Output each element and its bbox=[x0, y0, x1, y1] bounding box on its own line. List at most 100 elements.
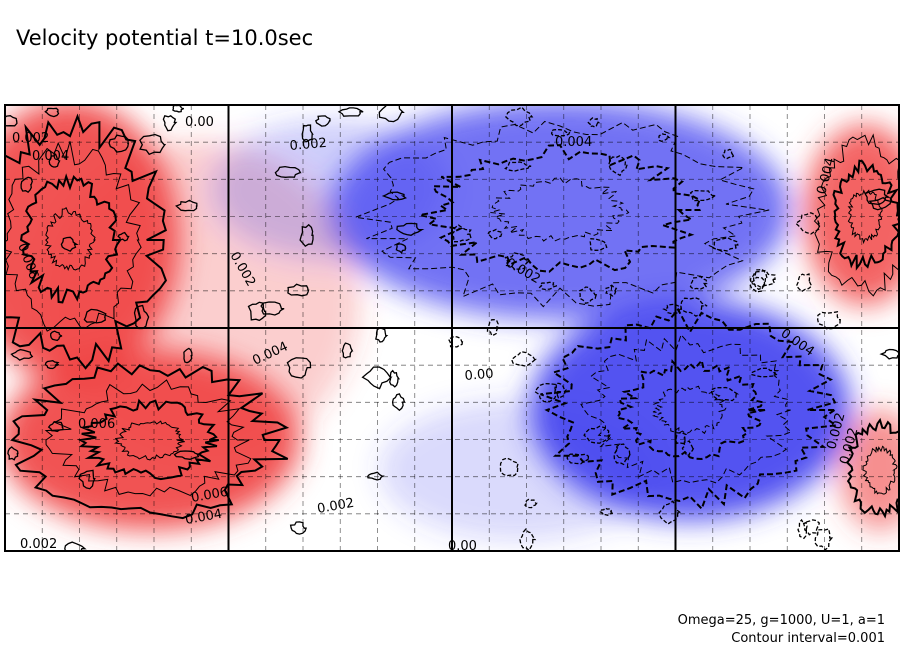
contour-line bbox=[361, 366, 393, 390]
contour-line bbox=[77, 398, 219, 481]
contour-line bbox=[534, 382, 562, 403]
contour-line bbox=[48, 153, 61, 168]
contour-line bbox=[20, 176, 33, 194]
contour-line bbox=[60, 236, 79, 253]
contour-line bbox=[587, 117, 601, 128]
contour-line bbox=[7, 446, 19, 461]
contour-line bbox=[749, 269, 776, 288]
parameters-note: Omega=25, g=1000, U=1, a=1 bbox=[677, 613, 885, 628]
contour-line bbox=[832, 159, 899, 271]
contour-line bbox=[505, 106, 534, 127]
contour-line bbox=[419, 144, 701, 273]
contour-line bbox=[566, 453, 591, 465]
contour-label: 0.006 bbox=[78, 417, 115, 432]
contour-line bbox=[381, 191, 408, 201]
contour-line bbox=[10, 348, 34, 361]
contour-line bbox=[451, 224, 472, 243]
contour-line bbox=[813, 133, 899, 297]
contour-line bbox=[486, 319, 499, 337]
contour-line bbox=[589, 237, 608, 251]
contour-line bbox=[175, 199, 198, 212]
contour-line bbox=[689, 275, 708, 291]
contour-line bbox=[396, 222, 425, 236]
contour-line bbox=[10, 362, 290, 520]
contour-line bbox=[260, 301, 285, 316]
contour-line bbox=[652, 385, 727, 435]
contour-line bbox=[337, 107, 364, 117]
contour-line bbox=[353, 120, 770, 308]
contour-line bbox=[868, 196, 892, 211]
contour-line bbox=[375, 327, 389, 343]
contour-line bbox=[847, 189, 883, 245]
contour-line bbox=[749, 276, 766, 293]
contour-line bbox=[615, 358, 766, 461]
contour-lines bbox=[5, 105, 899, 551]
contour-label: 0.002 bbox=[316, 496, 355, 517]
contour-line bbox=[162, 115, 178, 132]
contour-line bbox=[680, 297, 708, 317]
contour-line bbox=[750, 367, 780, 378]
contour-label: 0.006 bbox=[190, 485, 229, 506]
contour-line bbox=[289, 521, 308, 535]
contour-line bbox=[391, 393, 406, 412]
field-halo bbox=[210, 120, 450, 260]
contour-line bbox=[172, 105, 185, 113]
contour-line bbox=[83, 308, 107, 324]
contour-line bbox=[173, 450, 200, 460]
contour-line bbox=[797, 518, 808, 540]
contour-line bbox=[538, 281, 558, 291]
contour-line bbox=[504, 161, 532, 172]
contour-line bbox=[287, 283, 310, 297]
contour-line bbox=[299, 223, 314, 248]
contour-line bbox=[553, 382, 567, 400]
contour-line bbox=[519, 528, 537, 551]
contour-line bbox=[487, 228, 503, 240]
contour-line bbox=[608, 155, 629, 177]
contour-interval-note: Contour interval=0.001 bbox=[731, 631, 885, 646]
contour-line bbox=[314, 115, 331, 127]
contour-line bbox=[341, 342, 354, 359]
plot-frame bbox=[4, 104, 900, 552]
contour-line bbox=[20, 173, 123, 304]
contour-line bbox=[658, 132, 671, 142]
contour-line bbox=[540, 307, 839, 511]
contour-line bbox=[395, 243, 407, 254]
contour-label: 0.00 bbox=[185, 115, 214, 130]
contour-line bbox=[689, 189, 718, 202]
contour-line bbox=[710, 386, 740, 402]
contour-line bbox=[879, 348, 899, 360]
contour-line bbox=[274, 165, 302, 178]
contour-line bbox=[378, 105, 405, 123]
contour-line bbox=[802, 519, 821, 536]
contour-label: 0.004 bbox=[555, 135, 592, 150]
contour-label: 0.002 bbox=[20, 537, 57, 552]
contour-label: 0.00 bbox=[464, 367, 494, 384]
field-region-positive bbox=[805, 125, 899, 305]
contour-line bbox=[580, 333, 792, 484]
contour-line bbox=[5, 115, 18, 127]
contour-line bbox=[864, 188, 891, 206]
contour-label: 0.002 bbox=[12, 131, 49, 146]
contour-label: 0.002 bbox=[289, 136, 327, 154]
contour-line bbox=[64, 541, 87, 551]
contour-line bbox=[5, 113, 168, 370]
contour-line bbox=[447, 335, 464, 348]
contour-line bbox=[117, 231, 130, 242]
contour-line bbox=[613, 443, 632, 466]
contour-line bbox=[814, 528, 834, 551]
contour-line bbox=[499, 457, 519, 477]
contour-line bbox=[862, 445, 898, 495]
chart-title: Velocity potential t=10.0sec bbox=[16, 26, 314, 50]
contour-line bbox=[108, 134, 130, 153]
contour-line bbox=[845, 417, 899, 519]
contour-line bbox=[44, 207, 96, 272]
contour-line bbox=[247, 301, 267, 322]
contour-line bbox=[490, 177, 630, 242]
contour-line bbox=[681, 440, 695, 457]
contour-line bbox=[47, 421, 64, 433]
contour-line bbox=[5, 141, 142, 332]
field-halo bbox=[380, 400, 660, 540]
contour-label: 0.004 bbox=[184, 507, 223, 528]
contour-label: 0.00 bbox=[448, 539, 477, 554]
